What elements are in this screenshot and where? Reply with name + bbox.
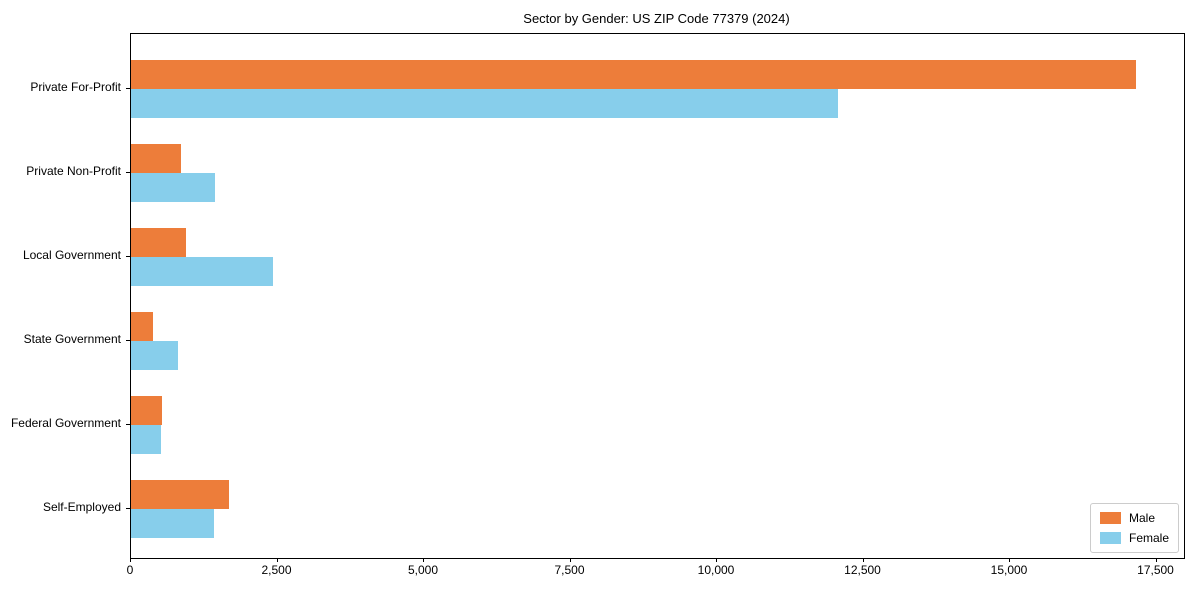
bar-male-local-government (131, 228, 187, 257)
y-tick-mark (126, 88, 130, 89)
x-tick-label: 17,500 (1137, 563, 1174, 577)
y-tick-mark (126, 172, 130, 173)
chart-title: Sector by Gender: US ZIP Code 77379 (202… (523, 11, 790, 26)
bar-female-self-employed (131, 509, 215, 538)
x-tick-mark (276, 558, 278, 562)
bar-female-federal-government (131, 425, 161, 454)
bar-male-private-non-profit (131, 144, 181, 173)
bar-male-private-for-profit (131, 60, 1136, 89)
x-tick-label: 0 (126, 563, 134, 577)
y-tick-label: Private Non-Profit (26, 164, 121, 178)
y-tick-label: Local Government (22, 248, 121, 262)
x-tick-mark (423, 558, 424, 562)
bar-male-state-government (131, 312, 153, 341)
legend-swatch-icon (1099, 532, 1121, 544)
y-tick-label: State Government (23, 332, 121, 346)
y-tick-label: Private For-Profit (30, 80, 121, 94)
legend-item-male: Male (1099, 511, 1169, 525)
y-tick-label: Self-Employed (42, 500, 121, 514)
x-tick-mark (1155, 558, 1157, 562)
y-tick-mark (126, 256, 130, 257)
bar-female-local-government (131, 257, 273, 286)
x-tick-label: 7,500 (554, 563, 585, 577)
bar-female-state-government (131, 341, 178, 370)
legend-label: Male (1128, 511, 1155, 525)
legend-swatch-icon (1099, 512, 1121, 524)
x-tick-mark (862, 558, 864, 562)
x-tick-label: 2,500 (261, 563, 292, 577)
y-tick-label: Federal Government (10, 416, 121, 430)
x-tick-mark (569, 558, 571, 562)
y-tick-mark (126, 508, 130, 509)
y-tick-mark (126, 340, 130, 341)
legend-label: Female (1128, 531, 1169, 545)
bar-male-self-employed (131, 480, 229, 509)
bar-female-private-for-profit (131, 89, 838, 118)
x-tick-mark (130, 558, 131, 562)
x-tick-mark (1009, 558, 1010, 562)
x-tick-label: 10,000 (697, 563, 735, 577)
x-tick-label: 15,000 (990, 563, 1028, 577)
plot-area: Male Female (130, 33, 1185, 559)
legend: Male Female (1089, 503, 1179, 553)
x-tick-label: 5,000 (407, 563, 439, 577)
x-tick-mark (716, 558, 717, 562)
bar-male-federal-government (131, 396, 163, 425)
legend-item-female: Female (1099, 531, 1169, 545)
bar-female-private-non-profit (131, 173, 215, 202)
y-tick-mark (126, 424, 130, 425)
x-tick-label: 12,500 (844, 563, 881, 577)
